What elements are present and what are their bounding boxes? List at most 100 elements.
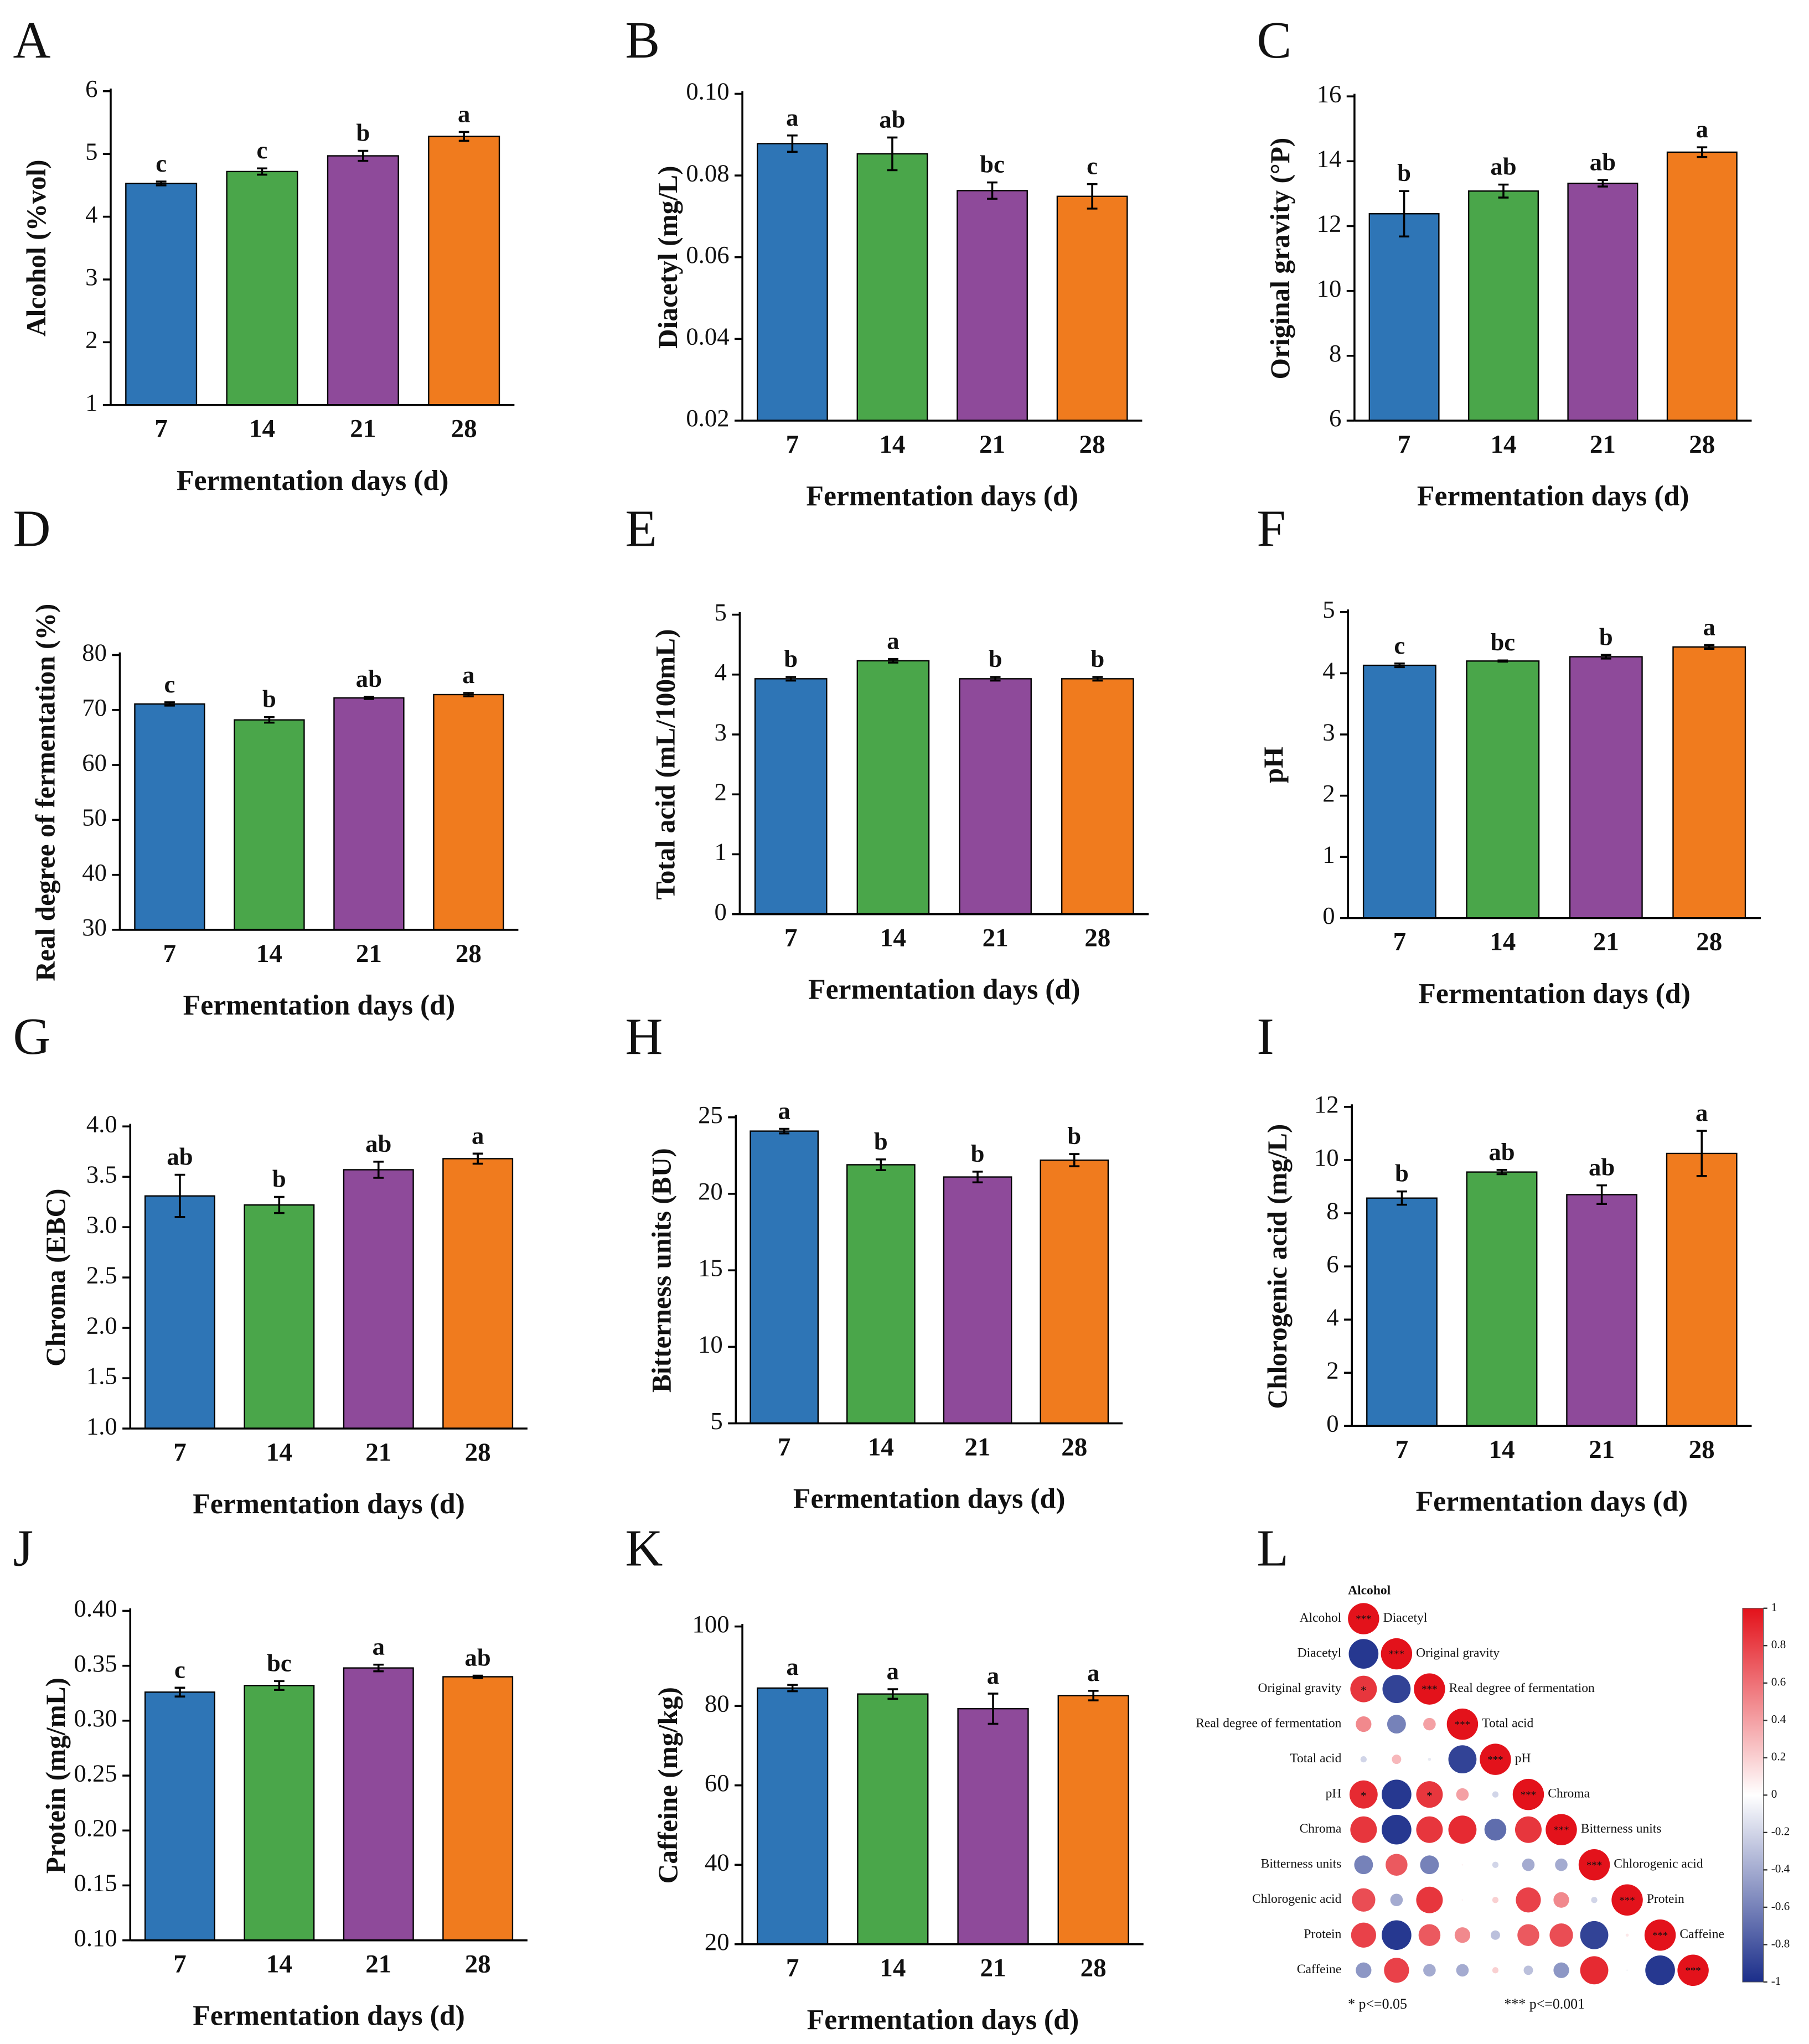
significance: *** [1389,1649,1404,1660]
corr-circle [1352,1888,1376,1912]
error-bar [1600,654,1611,660]
panel-letter: K [625,1519,663,1577]
significance-letter: a [462,661,474,689]
y-tick-label: 6 [1329,404,1341,432]
error-bar [257,167,267,176]
corr-circle [1625,1933,1629,1937]
error-bar [156,180,167,187]
panel-letter: E [625,500,657,557]
significance-letter: b [1067,1122,1081,1150]
y-tick-label: 70 [82,694,107,721]
y-axis-label: pH [1258,747,1289,783]
y-tick-label: 14 [1317,145,1342,173]
bar [442,1158,514,1430]
colorbar-label: 1 [1771,1601,1777,1614]
corr-circle [1522,1858,1535,1871]
corr-circle [1448,1815,1477,1844]
x-tick-label: 7 [784,924,798,953]
x-tick-label: 21 [979,430,1005,459]
bar [856,660,930,915]
corr-circle [1523,1965,1533,1975]
error-bar [1394,662,1405,669]
bar [1666,1152,1738,1427]
x-tick-label: 21 [365,1438,391,1467]
row-label: Diacetyl [1298,1645,1342,1660]
row-label: Caffeine [1297,1962,1342,1976]
significance: *** [1356,1613,1371,1625]
error-bar [472,1152,483,1165]
corr-circle [1677,1954,1709,1986]
error-bar [779,1127,790,1135]
bar [226,170,298,406]
y-tick-label: 2.5 [86,1261,117,1289]
x-tick-label: 14 [880,924,906,953]
significance-letter: a [472,1121,484,1149]
x-tick-label: 14 [256,939,282,968]
corr-circle [1420,1855,1439,1875]
y-tick-label: 0 [715,898,727,925]
significance-letter: c [1394,632,1405,659]
corr-circle [1360,1756,1367,1763]
x-tick-label: 14 [266,1950,292,1979]
significance: *** [1685,1965,1701,1976]
significance: *** [1586,1860,1602,1871]
error-bar [174,1173,185,1218]
y-tick-label: 10 [1314,1143,1339,1171]
x-tick-label: 28 [451,415,477,443]
y-axis-label: Total acid (mL/100mL) [650,629,680,899]
corr-circle [1580,1956,1609,1985]
corr-circle [1418,1924,1441,1947]
colorbar-label: 0.8 [1771,1638,1786,1651]
significance-letter: c [257,136,268,164]
bar [1466,1171,1538,1427]
error-bar [1498,183,1509,199]
error-bar [887,136,898,172]
x-tick-label: 21 [983,924,1009,953]
panel-letter: B [625,12,660,69]
bar [957,190,1028,422]
significance-letter: bc [1490,628,1515,656]
y-tick-label: 0.10 [686,77,729,105]
row-label: Chlorogenic acid [1252,1892,1342,1906]
x-axis-label: Fermentation days (d) [183,990,456,1021]
error-bar [273,1680,285,1691]
bar [1056,195,1128,422]
significance: * [1426,1789,1433,1803]
corr-circle [1626,1969,1628,1971]
y-tick-label: 0.04 [686,323,729,350]
y-tick-label: 16 [1317,80,1342,107]
y-axis-label: Chlorogenic acid (mg/L) [1262,1124,1293,1409]
y-tick-label: 8 [1326,1197,1338,1224]
corr-circle [1428,1757,1431,1761]
corr-circle [1456,1788,1469,1801]
x-axis-label: Fermentation days (d) [1418,978,1691,1010]
corr-circle [1517,1924,1539,1947]
panel-letter: L [1257,1519,1289,1577]
x-axis-label: Fermentation days (d) [807,2004,1079,2036]
colorbar-label: 0 [1771,1787,1777,1800]
x-tick-label: 14 [879,430,905,459]
error-bar [1069,1153,1080,1167]
y-tick-label: 3 [1322,718,1335,746]
significance-letter: ab [879,105,905,133]
panel-letter: F [1257,500,1285,557]
corr-circle [1382,1920,1412,1950]
corr-circle [1549,1923,1573,1947]
y-tick-label: 10 [1317,275,1342,302]
significance-letter: a [987,1662,999,1689]
y-tick-label: 5 [1322,596,1335,623]
corr-circle [1350,1816,1377,1843]
x-tick-label: 7 [786,1954,799,1983]
corr-circle [1350,1675,1377,1703]
bar [333,697,405,931]
bar [428,136,500,406]
x-tick-label: 14 [868,1432,894,1461]
x-tick-label: 28 [1061,1432,1087,1461]
x-tick-label: 28 [456,939,482,968]
corr-circle [1578,1849,1610,1881]
bar [144,1691,215,1941]
significance: *** [1553,1824,1569,1836]
corr-circle [1490,1930,1500,1940]
y-tick-label: 3 [715,718,727,746]
significance-letter: a [786,104,798,131]
